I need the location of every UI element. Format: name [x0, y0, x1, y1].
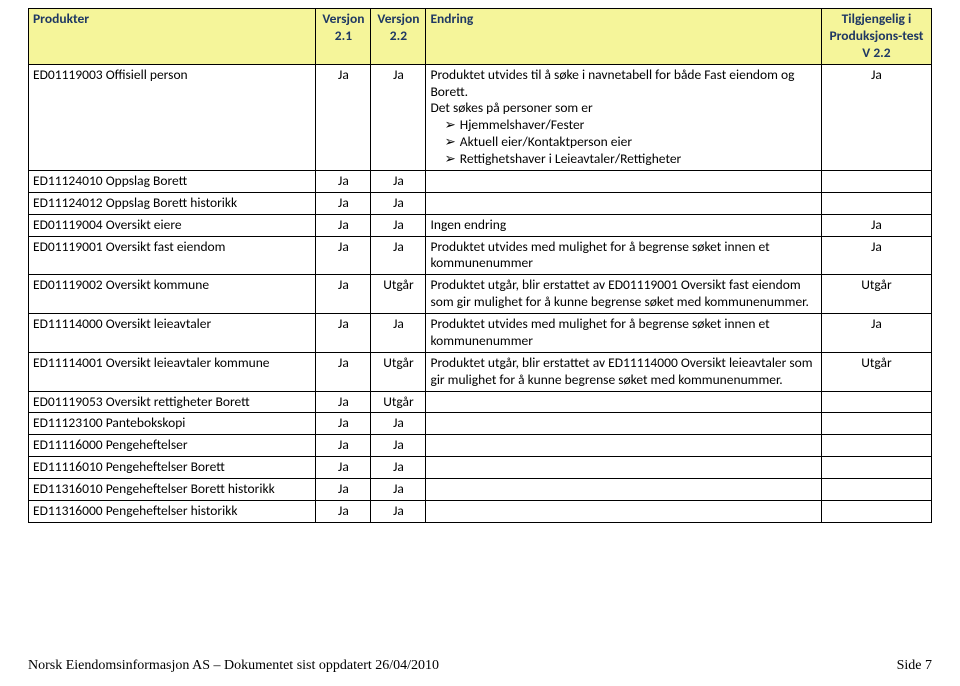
cell-versjon22: Ja [371, 170, 426, 192]
cell-produkter: ED01119053 Oversikt rettigheter Borett [29, 391, 316, 413]
cell-versjon22: Ja [371, 457, 426, 479]
cell-tilgjengelig: Ja [821, 64, 931, 170]
endring-bullet: Aktuell eier/Kontaktperson eier [430, 134, 816, 151]
table-row: ED01119053 Oversikt rettigheter BorettJa… [29, 391, 932, 413]
table-row: ED01119004 Oversikt eiereJaJaIngen endri… [29, 214, 932, 236]
table-header-row: Produkter Versjon 2.1 Versjon 2.2 Endrin… [29, 9, 932, 65]
cell-produkter: ED01119003 Offisiell person [29, 64, 316, 170]
cell-endring [426, 170, 821, 192]
endring-bullet: Hjemmelshaver/Fester [430, 117, 816, 134]
cell-versjon22: Ja [371, 500, 426, 522]
cell-produkter: ED01119004 Oversikt eiere [29, 214, 316, 236]
col-header-versjon22: Versjon 2.2 [371, 9, 426, 65]
cell-versjon22: Ja [371, 479, 426, 501]
cell-versjon21: Ja [316, 214, 371, 236]
cell-versjon21: Ja [316, 391, 371, 413]
cell-produkter: ED11116010 Pengeheftelser Borett [29, 457, 316, 479]
cell-versjon22: Utgår [371, 352, 426, 391]
cell-endring: Produktet utvides med mulighet for å beg… [426, 314, 821, 353]
cell-versjon22: Ja [371, 236, 426, 275]
cell-tilgjengelig: Ja [821, 236, 931, 275]
cell-endring: Ingen endring [426, 214, 821, 236]
cell-versjon22: Utgår [371, 391, 426, 413]
cell-versjon21: Ja [316, 192, 371, 214]
cell-endring: Produktet utvides med mulighet for å beg… [426, 236, 821, 275]
cell-versjon22: Ja [371, 435, 426, 457]
cell-endring: Produktet utgår, blir erstattet av ED111… [426, 352, 821, 391]
cell-tilgjengelig [821, 435, 931, 457]
col-header-versjon21: Versjon 2.1 [316, 9, 371, 65]
cell-tilgjengelig: Ja [821, 314, 931, 353]
page-footer: Norsk Eiendomsinformasjon AS – Dokumente… [28, 658, 932, 674]
cell-versjon22: Ja [371, 192, 426, 214]
cell-tilgjengelig: Utgår [821, 275, 931, 314]
cell-produkter: ED01119001 Oversikt fast eiendom [29, 236, 316, 275]
cell-versjon21: Ja [316, 314, 371, 353]
cell-tilgjengelig [821, 479, 931, 501]
col-header-endring: Endring [426, 9, 821, 65]
cell-endring [426, 457, 821, 479]
table-row: ED11114001 Oversikt leieavtaler kommuneJ… [29, 352, 932, 391]
cell-produkter: ED11116000 Pengeheftelser [29, 435, 316, 457]
cell-versjon21: Ja [316, 500, 371, 522]
cell-versjon21: Ja [316, 64, 371, 170]
cell-tilgjengelig [821, 413, 931, 435]
cell-versjon22: Ja [371, 214, 426, 236]
cell-endring [426, 192, 821, 214]
cell-tilgjengelig: Utgår [821, 352, 931, 391]
cell-versjon21: Ja [316, 479, 371, 501]
cell-endring [426, 435, 821, 457]
table-row: ED01119002 Oversikt kommuneJaUtgårProduk… [29, 275, 932, 314]
cell-produkter: ED11114000 Oversikt leieavtaler [29, 314, 316, 353]
cell-endring: Produktet utgår, blir erstattet av ED011… [426, 275, 821, 314]
col-header-produkter: Produkter [29, 9, 316, 65]
cell-versjon22: Ja [371, 314, 426, 353]
table-row: ED01119001 Oversikt fast eiendomJaJaProd… [29, 236, 932, 275]
cell-versjon21: Ja [316, 435, 371, 457]
cell-versjon21: Ja [316, 236, 371, 275]
cell-tilgjengelig [821, 500, 931, 522]
col-header-tilgjengelig: Tilgjengelig i Produksjons-test V 2.2 [821, 9, 931, 65]
cell-versjon22: Ja [371, 413, 426, 435]
cell-versjon21: Ja [316, 275, 371, 314]
cell-tilgjengelig [821, 192, 931, 214]
endring-intro: Produktet utvides til å søke i navnetabe… [430, 67, 816, 101]
cell-tilgjengelig [821, 170, 931, 192]
footer-left: Norsk Eiendomsinformasjon AS – Dokumente… [28, 658, 439, 674]
cell-produkter: ED11124010 Oppslag Borett [29, 170, 316, 192]
cell-versjon22: Utgår [371, 275, 426, 314]
table-row: ED11124010 Oppslag BorettJaJa [29, 170, 932, 192]
table-row: ED11316010 Pengeheftelser Borett histori… [29, 479, 932, 501]
table-row: ED11114000 Oversikt leieavtalerJaJaProdu… [29, 314, 932, 353]
cell-versjon21: Ja [316, 352, 371, 391]
cell-produkter: ED01119002 Oversikt kommune [29, 275, 316, 314]
table-row: ED11123100 PantebokskopiJaJa [29, 413, 932, 435]
table-row: ED11316000 Pengeheftelser historikkJaJa [29, 500, 932, 522]
product-table: Produkter Versjon 2.1 Versjon 2.2 Endrin… [28, 8, 932, 523]
endring-bullet: Rettighetshaver i Leieavtaler/Rettighete… [430, 151, 816, 168]
cell-tilgjengelig [821, 391, 931, 413]
cell-versjon21: Ja [316, 170, 371, 192]
footer-right: Side 7 [897, 658, 932, 674]
table-row: ED11116000 PengeheftelserJaJa [29, 435, 932, 457]
cell-tilgjengelig: Ja [821, 214, 931, 236]
cell-endring [426, 391, 821, 413]
cell-tilgjengelig [821, 457, 931, 479]
cell-produkter: ED11316010 Pengeheftelser Borett histori… [29, 479, 316, 501]
cell-versjon21: Ja [316, 413, 371, 435]
cell-produkter: ED11123100 Pantebokskopi [29, 413, 316, 435]
cell-endring [426, 413, 821, 435]
cell-produkter: ED11124012 Oppslag Borett historikk [29, 192, 316, 214]
cell-produkter: ED11114001 Oversikt leieavtaler kommune [29, 352, 316, 391]
table-row: ED11124012 Oppslag Borett historikkJaJa [29, 192, 932, 214]
cell-produkter: ED11316000 Pengeheftelser historikk [29, 500, 316, 522]
cell-endring [426, 479, 821, 501]
cell-versjon22: Ja [371, 64, 426, 170]
table-row: ED01119003 Offisiell personJaJaProduktet… [29, 64, 932, 170]
endring-lead: Det søkes på personer som er [430, 100, 816, 117]
cell-endring: Produktet utvides til å søke i navnetabe… [426, 64, 821, 170]
cell-endring [426, 500, 821, 522]
table-row: ED11116010 Pengeheftelser BorettJaJa [29, 457, 932, 479]
cell-versjon21: Ja [316, 457, 371, 479]
